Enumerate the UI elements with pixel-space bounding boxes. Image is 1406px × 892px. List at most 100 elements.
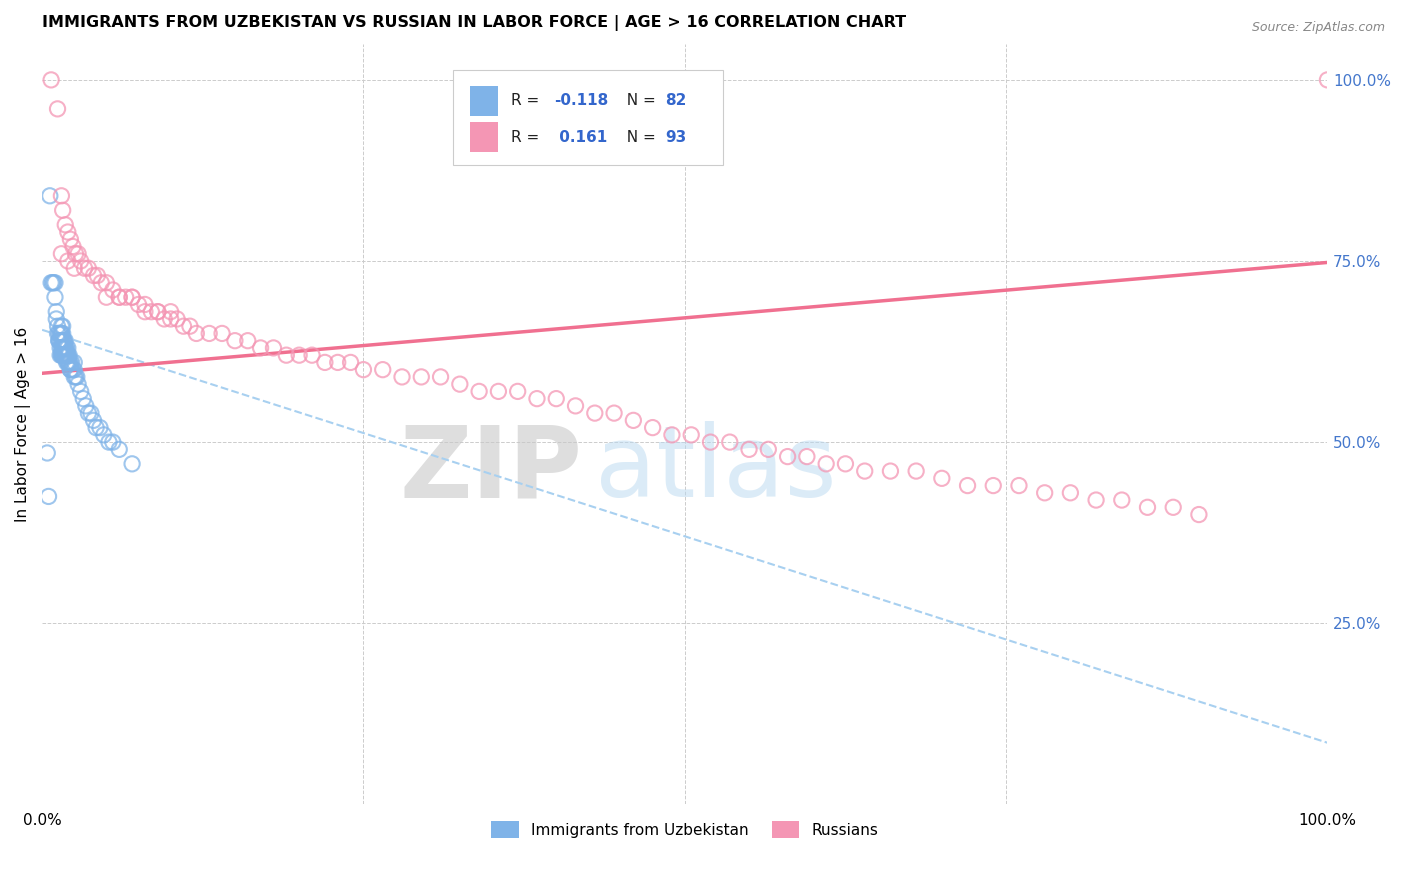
Point (55, 355, 77, 369)
Point (69, 384, 91, 399)
Text: R =: R = (512, 129, 544, 145)
Point (52, 334, 75, 348)
Point (63, 261, 86, 276)
Point (198, 326, 221, 341)
Point (53, 334, 76, 348)
Point (37, 446, 59, 460)
Point (101, 435, 124, 450)
Point (224, 334, 246, 348)
Point (134, 304, 156, 318)
Point (51, 334, 73, 348)
Point (60, 362, 83, 376)
Point (211, 326, 233, 341)
Point (114, 290, 136, 304)
Point (1111, 493, 1133, 508)
Point (62, 362, 84, 376)
Point (51, 319, 73, 334)
Point (603, 406, 626, 420)
Point (52, 319, 75, 334)
Point (853, 464, 876, 478)
Point (38, 189, 60, 203)
Text: IMMIGRANTS FROM UZBEKISTAN VS RUSSIAN IN LABOR FORCE | AGE > 16 CORRELATION CHAR: IMMIGRANTS FROM UZBEKISTAN VS RUSSIAN IN… (42, 15, 907, 31)
Point (429, 370, 451, 384)
Point (45, 312, 67, 326)
Point (153, 312, 176, 326)
Point (52, 341, 75, 355)
Point (834, 457, 856, 471)
Point (52, 348, 75, 362)
Point (699, 435, 721, 450)
Point (339, 355, 361, 369)
Point (583, 406, 606, 420)
Text: N =: N = (617, 94, 661, 108)
Point (52, 326, 75, 341)
Point (51, 341, 73, 355)
Point (121, 290, 143, 304)
Point (73, 261, 96, 276)
Point (526, 392, 548, 406)
Point (52, 348, 75, 362)
Point (56, 355, 79, 369)
Point (956, 478, 979, 492)
Text: atlas: atlas (595, 421, 837, 518)
Point (159, 312, 181, 326)
Point (69, 254, 91, 268)
Point (1136, 500, 1159, 515)
Point (52, 341, 75, 355)
Point (59, 232, 82, 246)
Point (55, 341, 77, 355)
Point (63, 362, 86, 376)
Point (51, 326, 73, 341)
Point (159, 304, 181, 318)
Point (96, 276, 118, 290)
Point (352, 362, 374, 376)
Point (173, 319, 195, 334)
Point (661, 428, 683, 442)
Point (66, 370, 89, 384)
Point (93, 428, 115, 442)
Point (52, 203, 75, 218)
Point (51, 348, 73, 362)
Point (53, 341, 76, 355)
Point (146, 304, 169, 318)
Point (44, 276, 66, 290)
Point (301, 348, 323, 362)
Point (58, 355, 80, 369)
Point (48, 326, 70, 341)
Point (128, 297, 150, 311)
Text: N =: N = (617, 129, 661, 145)
Point (108, 442, 131, 457)
Point (621, 413, 644, 427)
Point (48, 334, 70, 348)
Text: 0.161: 0.161 (554, 129, 607, 145)
Point (58, 355, 80, 369)
Point (67, 377, 90, 392)
Point (756, 442, 779, 457)
Point (75, 399, 97, 413)
Point (326, 355, 349, 369)
Point (38, 490, 60, 504)
Point (63, 370, 86, 384)
Point (65, 246, 87, 260)
Point (63, 355, 86, 369)
Point (314, 355, 336, 369)
Point (97, 435, 120, 450)
Point (55, 348, 77, 362)
Point (53, 348, 76, 362)
Point (46, 326, 69, 341)
Point (263, 341, 285, 355)
Text: 93: 93 (665, 129, 686, 145)
Point (1033, 485, 1056, 500)
Point (39, 276, 62, 290)
Point (56, 348, 79, 362)
Point (468, 384, 491, 399)
Point (77, 261, 100, 276)
Point (371, 362, 394, 376)
Point (49, 334, 72, 348)
Point (52, 348, 75, 362)
Text: 82: 82 (665, 94, 688, 108)
Point (101, 283, 124, 297)
Point (56, 225, 79, 239)
Point (1161, 500, 1184, 515)
Legend: Immigrants from Uzbekistan, Russians: Immigrants from Uzbekistan, Russians (484, 814, 886, 847)
